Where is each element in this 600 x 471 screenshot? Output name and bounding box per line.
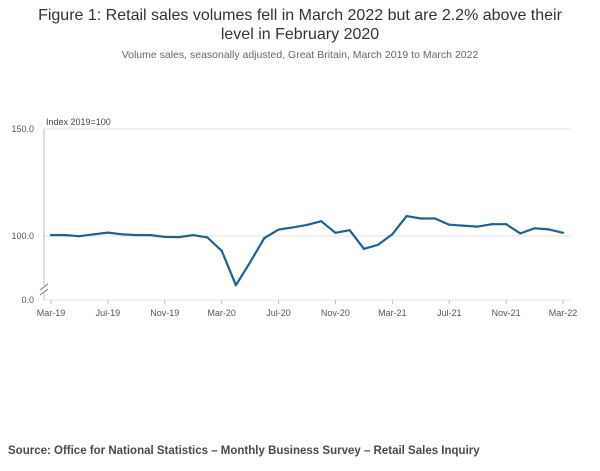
- axis-break-mark: [39, 283, 49, 291]
- x-tick-label: Mar-19: [37, 308, 66, 318]
- data-point: [177, 235, 181, 239]
- x-tick-label: Mar-20: [207, 308, 236, 318]
- data-point: [163, 235, 166, 238]
- chart-title: Figure 1: Retail sales volumes fell in M…: [38, 7, 562, 43]
- data-point: [519, 232, 522, 235]
- data-point: [377, 243, 380, 246]
- series-layer: [49, 214, 565, 287]
- data-point: [64, 234, 67, 237]
- data-point: [362, 247, 365, 250]
- y-tick-label: 0.0: [21, 295, 34, 305]
- source-note: Source: Office for National Statistics –…: [8, 445, 480, 457]
- data-point: [149, 234, 152, 237]
- x-tick-label: Jul-20: [266, 308, 291, 318]
- data-point: [234, 284, 237, 287]
- data-point: [206, 236, 209, 239]
- x-tick-label: Mar-21: [378, 308, 407, 318]
- data-point: [291, 226, 294, 229]
- data-point: [192, 234, 195, 237]
- data-point: [462, 224, 465, 227]
- data-point: [92, 233, 95, 236]
- data-point: [277, 228, 280, 231]
- data-point: [419, 217, 422, 220]
- series-line: [51, 215, 564, 287]
- x-tick-label: Jul-19: [96, 308, 121, 318]
- data-point: [561, 231, 565, 234]
- data-point: [490, 223, 493, 226]
- data-point: [249, 261, 252, 264]
- x-tick-label: Nov-19: [150, 308, 179, 318]
- data-point: [320, 220, 323, 223]
- data-point: [334, 231, 337, 234]
- data-point: [305, 223, 309, 226]
- data-point: [448, 223, 451, 226]
- x-tick-label: Nov-21: [492, 308, 521, 318]
- axes: 0.0 100.0 150.0 Mar-19 Jul-19 Nov-19 Mar-20 Jul…: [11, 124, 577, 318]
- data-point: [547, 228, 550, 231]
- data-point: [263, 237, 266, 240]
- data-point: [78, 235, 81, 238]
- data-point: [405, 214, 408, 218]
- y-tick-label: 100.0: [11, 231, 34, 241]
- data-point: [476, 225, 479, 228]
- data-point: [121, 233, 124, 236]
- data-point: [135, 234, 138, 237]
- x-tick-label: Nov-20: [321, 308, 350, 318]
- data-point: [106, 231, 109, 234]
- data-point: [505, 223, 508, 226]
- chart-subtitle: Volume sales, seasonally adjusted, Great…: [121, 49, 479, 61]
- data-point: [433, 217, 437, 220]
- y-tick-label: 150.0: [11, 124, 34, 134]
- x-tick-label: Jul-21: [437, 308, 462, 318]
- y-axis-label: Index 2019=100: [46, 117, 111, 127]
- gridlines: [44, 128, 570, 301]
- data-point: [348, 229, 351, 232]
- data-point: [220, 249, 223, 252]
- data-point: [49, 234, 53, 237]
- data-point: [391, 233, 394, 236]
- data-point: [533, 227, 536, 230]
- axis-break-mark: [39, 288, 49, 296]
- x-tick-label: Mar-22: [549, 308, 578, 318]
